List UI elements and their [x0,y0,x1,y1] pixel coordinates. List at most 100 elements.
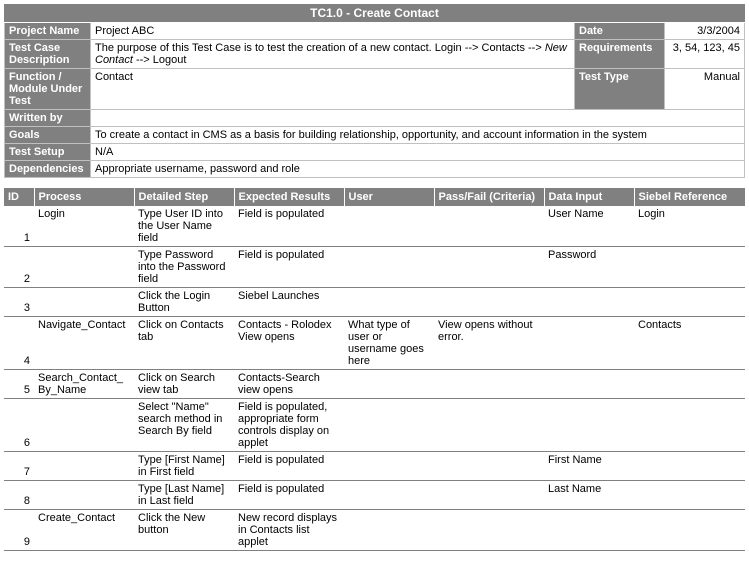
cell-passfail [434,370,544,399]
table-row: 8Type [Last Name] in Last fieldField is … [4,481,745,510]
cell-datainput: First Name [544,452,634,481]
value-function-module: Contact [91,69,575,110]
cell-id: 9 [4,510,34,551]
cell-user [344,206,434,247]
cell-id: 5 [4,370,34,399]
cell-passfail [434,452,544,481]
description-text-2: --> Logout [133,54,187,66]
cell-id: 7 [4,452,34,481]
cell-process [34,452,134,481]
cell-datainput [544,288,634,317]
cell-expected: Field is populated [234,247,344,288]
value-dependencies: Appropriate username, password and role [91,161,745,178]
cell-expected: Field is populated [234,481,344,510]
table-row: 1LoginType User ID into the User Name fi… [4,206,745,247]
cell-id: 3 [4,288,34,317]
cell-passfail [434,288,544,317]
cell-passfail: View opens without error. [434,317,544,370]
col-siebel: Siebel Reference [634,188,745,206]
cell-user: What type of user or username goes here [344,317,434,370]
cell-step: Type Password into the Password field [134,247,234,288]
cell-user [344,481,434,510]
label-dependencies: Dependencies [5,161,91,178]
cell-datainput [544,317,634,370]
table-row: 3 Click the Login ButtonSiebel Launches [4,288,745,317]
cell-user [344,370,434,399]
col-id: ID [4,188,34,206]
value-test-type: Manual [665,69,745,110]
label-description: Test Case Description [5,40,91,69]
cell-id: 1 [4,206,34,247]
value-description: The purpose of this Test Case is to test… [91,40,575,69]
cell-expected: Contacts-Search view opens [234,370,344,399]
col-process: Process [34,188,134,206]
cell-expected: Field is populated, appropriate form con… [234,399,344,452]
cell-process [34,399,134,452]
cell-process: Search_Contact_ By_Name [34,370,134,399]
cell-datainput: Password [544,247,634,288]
cell-user [344,510,434,551]
label-written-by: Written by [5,110,91,127]
page-title: TC1.0 - Create Contact [4,4,745,23]
col-expected: Expected Results [234,188,344,206]
table-row: 9Create_ContactClick the New buttonNew r… [4,510,745,551]
description-text-1: The purpose of this Test Case is to test… [95,42,545,54]
col-detailed-step: Detailed Step [134,188,234,206]
cell-siebel [634,370,745,399]
cell-user [344,247,434,288]
cell-step: Select "Name" search method in Search By… [134,399,234,452]
cell-step: Click on Search view tab [134,370,234,399]
cell-datainput [544,399,634,452]
cell-step: Click the Login Button [134,288,234,317]
cell-passfail [434,247,544,288]
cell-siebel: Contacts [634,317,745,370]
label-test-setup: Test Setup [5,144,91,161]
cell-step: Type User ID into the User Name field [134,206,234,247]
cell-siebel [634,247,745,288]
cell-siebel: Login [634,206,745,247]
value-test-setup: N/A [91,144,745,161]
cell-user [344,288,434,317]
cell-process [34,481,134,510]
cell-expected: Field is populated [234,452,344,481]
cell-id: 4 [4,317,34,370]
label-test-type: Test Type [575,69,665,110]
cell-datainput [544,370,634,399]
cell-user [344,452,434,481]
table-row: 2 Type Password into the Password fieldFi… [4,247,745,288]
cell-siebel [634,399,745,452]
col-passfail: Pass/Fail (Criteria) [434,188,544,206]
cell-id: 2 [4,247,34,288]
label-date: Date [575,23,665,40]
cell-process: Create_Contact [34,510,134,551]
cell-datainput [544,510,634,551]
cell-datainput: User Name [544,206,634,247]
cell-user [344,399,434,452]
cell-expected: Siebel Launches [234,288,344,317]
cell-passfail [434,481,544,510]
label-goals: Goals [5,127,91,144]
cell-process: Navigate_Contact [34,317,134,370]
value-goals: To create a contact in CMS as a basis fo… [91,127,745,144]
value-project-name: Project ABC [91,23,575,40]
col-user: User [344,188,434,206]
cell-siebel [634,288,745,317]
col-data-input: Data Input [544,188,634,206]
label-requirements: Requirements [575,40,665,69]
cell-siebel [634,481,745,510]
cell-siebel [634,510,745,551]
value-requirements: 3, 54, 123, 45 [665,40,745,69]
cell-id: 8 [4,481,34,510]
cell-datainput: Last Name [544,481,634,510]
cell-process: Login [34,206,134,247]
cell-step: Click on Contacts tab [134,317,234,370]
cell-step: Type [First Name] in First field [134,452,234,481]
value-written-by [91,110,745,127]
value-date: 3/3/2004 [665,23,745,40]
cell-passfail [434,206,544,247]
cell-expected: Field is populated [234,206,344,247]
steps-header-row: ID Process Detailed Step Expected Result… [4,188,745,206]
cell-expected: New record displays in Contacts list app… [234,510,344,551]
cell-process [34,247,134,288]
cell-passfail [434,399,544,452]
